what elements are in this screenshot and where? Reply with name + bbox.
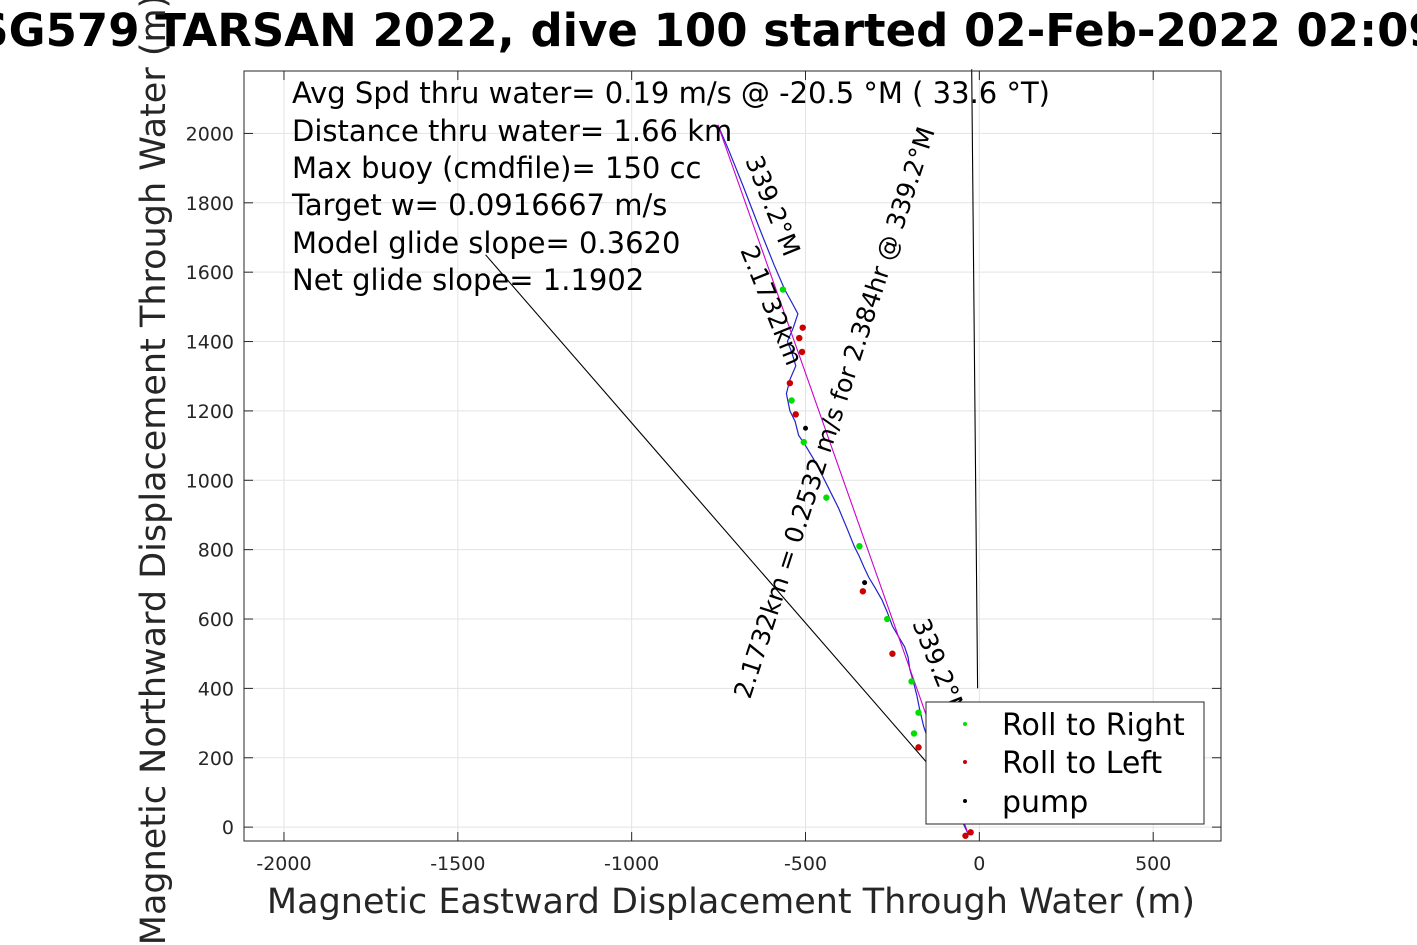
- y-tick-label: 2000: [186, 123, 234, 145]
- annotation-distance: Distance thru water= 1.66 km: [292, 114, 732, 148]
- current-line-2-line: [971, 69, 979, 689]
- x-ticks: -2000 -1500 -1000 -500 0 500: [256, 71, 1171, 875]
- roll-to-left-point: [967, 829, 974, 836]
- y-tick-label: 200: [198, 748, 234, 770]
- roll-to-right-point: [915, 709, 922, 716]
- roll-to-left-point: [962, 832, 969, 839]
- x-axis-label: Magnetic Eastward Displacement Through W…: [267, 882, 1195, 922]
- y-axis-label: Magnetic Northward Displacement Through …: [134, 0, 174, 945]
- roll-to-right-point: [910, 730, 918, 737]
- y-tick-label: 800: [198, 540, 234, 562]
- y-tick-label: 1400: [186, 332, 234, 354]
- annotation-model-glide: Model glide slope= 0.3620: [292, 226, 680, 260]
- legend-marker-roll-right: [963, 722, 967, 726]
- roll-to-right-point: [856, 542, 863, 550]
- legend-label-pump: pump: [1002, 785, 1088, 820]
- roll-to-right-point: [779, 286, 787, 293]
- annotation-max-buoy: Max buoy (cmdfile)= 150 cc: [292, 151, 701, 185]
- x-tick-label: -2000: [256, 853, 311, 875]
- x-tick-label: 0: [973, 853, 985, 875]
- roll-to-left-point: [859, 588, 867, 595]
- legend-marker-pump: [963, 799, 967, 803]
- roll-to-left-point: [799, 324, 806, 331]
- pump-point: [803, 425, 809, 431]
- legend: Roll to Right Roll to Left pump: [925, 701, 1205, 825]
- chart-title: SG579 TARSAN 2022, dive 100 started 02-F…: [0, 4, 1417, 57]
- roll-to-left-point: [796, 334, 803, 342]
- pump-point: [862, 580, 868, 586]
- annotation-target-w: Target w= 0.0916667 m/s: [291, 188, 667, 222]
- legend-marker-roll-left: [963, 760, 967, 764]
- annotation-avg-speed: Avg Spd thru water= 0.19 m/s @ -20.5 °M …: [292, 76, 1050, 110]
- x-tick-label: 500: [1135, 853, 1171, 875]
- roll-to-right-point: [788, 397, 795, 404]
- roll-to-right-point: [884, 615, 891, 623]
- roll-to-left-point: [915, 744, 922, 751]
- roll-to-right-point: [908, 678, 915, 685]
- annotation-block: Avg Spd thru water= 0.19 m/s @ -20.5 °M …: [291, 76, 1050, 297]
- y-ticks: 0 200 400 600 800 1000 1200 1400 1600 1800 2000: [186, 123, 1221, 839]
- x-tick-label: -1000: [604, 853, 659, 875]
- axes-box: [243, 70, 1222, 842]
- legend-label-roll-right: Roll to Right: [1002, 708, 1185, 743]
- y-tick-label: 1000: [186, 470, 234, 492]
- y-tick-label: 600: [198, 609, 234, 631]
- current-line-1-line: [485, 254, 928, 764]
- roll-to-left-point: [889, 650, 896, 657]
- x-tick-label: -500: [784, 853, 827, 875]
- axes-frame: [243, 70, 1222, 842]
- roll-to-left-point: [786, 379, 794, 387]
- roll-to-left-point: [798, 348, 806, 356]
- y-tick-label: 0: [222, 817, 234, 839]
- track-line: [717, 124, 969, 835]
- y-tick-label: 1200: [186, 401, 234, 423]
- legend-label-roll-left: Roll to Left: [1002, 746, 1162, 781]
- y-tick-label: 1600: [186, 262, 234, 284]
- roll-to-left-point: [792, 411, 799, 418]
- roll-to-right-point: [800, 438, 807, 446]
- roll-to-right-point: [823, 494, 830, 501]
- y-tick-label: 400: [198, 678, 234, 700]
- annotation-net-glide: Net glide slope= 1.1902: [292, 263, 644, 297]
- grid: [244, 71, 1221, 841]
- y-tick-label: 1800: [186, 193, 234, 215]
- legend-box: [925, 701, 1205, 825]
- x-tick-label: -1500: [430, 853, 485, 875]
